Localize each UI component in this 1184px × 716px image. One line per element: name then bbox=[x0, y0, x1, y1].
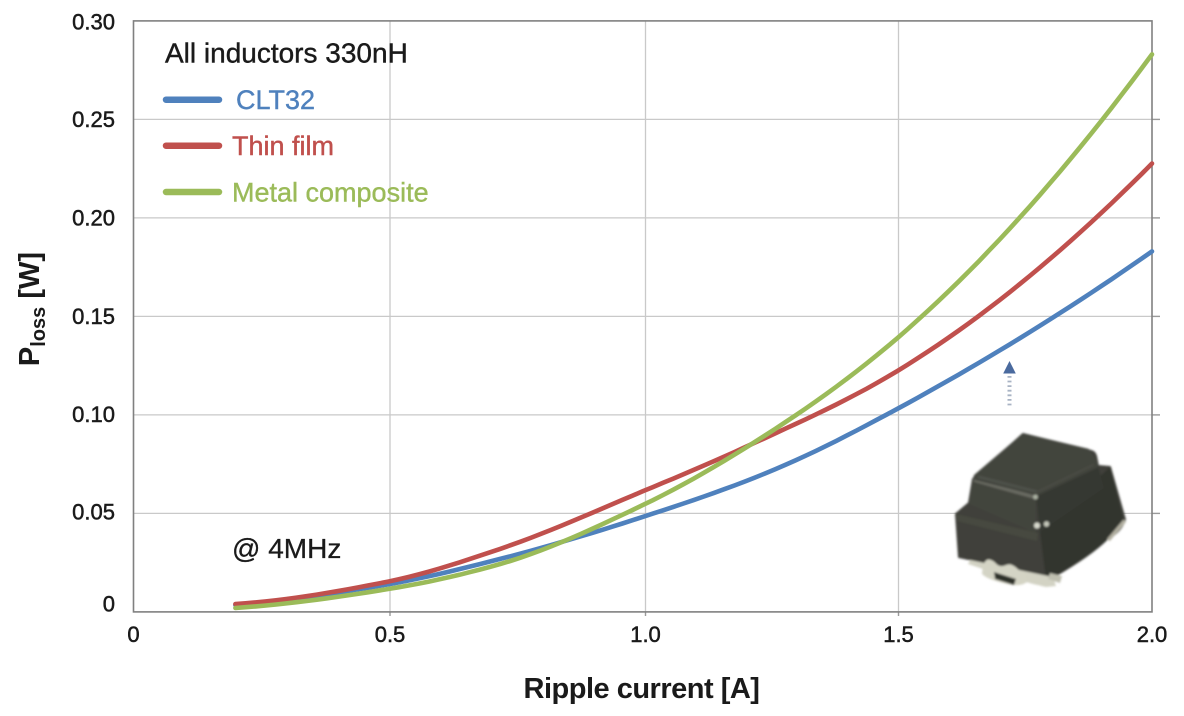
svg-text:CLT32: CLT32 bbox=[236, 85, 315, 115]
svg-text:0.30: 0.30 bbox=[72, 10, 115, 35]
svg-text:All inductors 330nH: All inductors 330nH bbox=[165, 38, 408, 69]
svg-text:@ 4MHz: @ 4MHz bbox=[232, 533, 341, 564]
svg-text:Ploss [W]: Ploss [W] bbox=[14, 252, 50, 366]
svg-text:0: 0 bbox=[103, 592, 115, 617]
svg-text:0.15: 0.15 bbox=[72, 304, 115, 329]
svg-text:0.10: 0.10 bbox=[72, 402, 115, 427]
svg-text:1.5: 1.5 bbox=[883, 622, 914, 647]
svg-text:2.0: 2.0 bbox=[1137, 622, 1168, 647]
svg-text:0.5: 0.5 bbox=[375, 622, 406, 647]
svg-text:0: 0 bbox=[127, 622, 139, 647]
svg-text:0.25: 0.25 bbox=[72, 107, 115, 132]
svg-text:Ripple current [A]: Ripple current [A] bbox=[524, 673, 760, 705]
svg-text:1.0: 1.0 bbox=[630, 622, 661, 647]
svg-text:0.05: 0.05 bbox=[72, 500, 115, 525]
svg-text:0.20: 0.20 bbox=[72, 206, 115, 231]
svg-text:Thin film: Thin film bbox=[232, 131, 334, 161]
svg-text:Metal composite: Metal composite bbox=[232, 177, 429, 207]
